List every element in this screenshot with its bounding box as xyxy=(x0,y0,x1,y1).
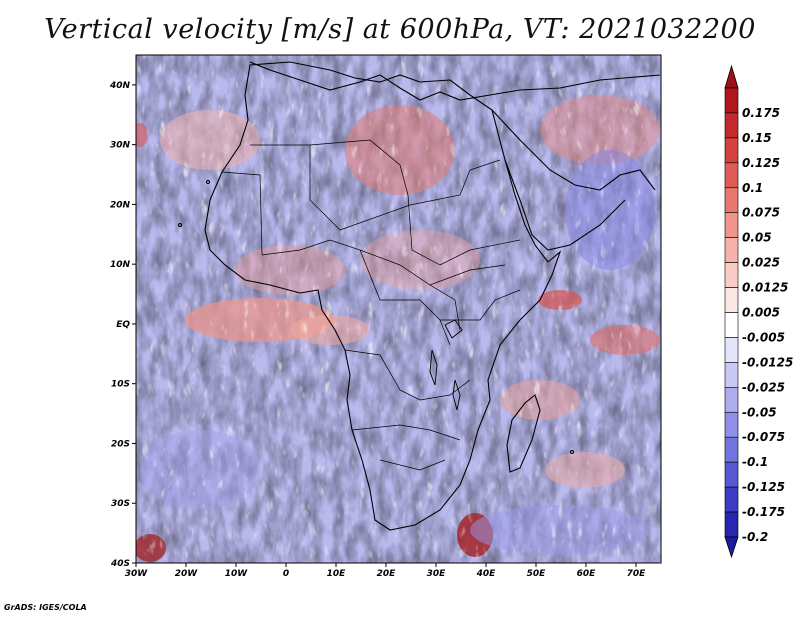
colorbar-swatch xyxy=(724,362,739,388)
lon-tick-label: 40E xyxy=(476,569,497,579)
madagascar-coastline xyxy=(506,394,541,473)
lake-victoria xyxy=(444,319,463,339)
plot-frame xyxy=(135,54,662,564)
colorbar-swatch xyxy=(724,387,739,413)
lat-tick-label: 30S xyxy=(111,499,130,509)
lat-tick-label: 40S xyxy=(110,559,130,569)
colorbar-swatch xyxy=(724,87,739,114)
colorbar-swatch xyxy=(724,162,739,189)
lon-tick-label: 70E xyxy=(627,569,647,579)
colorbar-label: -0.1 xyxy=(742,455,768,469)
lon-tick-label: 10W xyxy=(225,569,249,579)
colorbar-swatch xyxy=(724,312,739,338)
colorbar-swatch xyxy=(724,137,739,164)
lon-tick-label: 20W xyxy=(175,569,199,579)
colorbar: 0.175 0.15 0.125 0.1 0.075 0.05 0.025 0.0125 0.0… xyxy=(724,64,793,559)
colorbar-swatch xyxy=(724,411,739,438)
europe-coastline xyxy=(249,61,661,101)
lat-tick-label: 40N xyxy=(109,81,131,91)
lake-malawi xyxy=(452,379,461,411)
lat-tick-label: 20S xyxy=(111,439,130,449)
colorbar-label: -0.2 xyxy=(742,530,768,544)
colorbar-label: -0.075 xyxy=(742,430,785,444)
colorbar-label: 0.0125 xyxy=(742,281,788,295)
colorbar-label: 0.005 xyxy=(742,306,780,320)
latitude-axis: 40N 30N 20N 10N EQ 10S 20S 30S 40S xyxy=(109,81,136,569)
colorbar-label: 0.125 xyxy=(742,156,780,170)
mauritius xyxy=(569,449,575,455)
velocity-field xyxy=(136,55,661,563)
chart-title: Vertical velocity [m/s] at 600hPa, VT: 2… xyxy=(44,14,756,45)
lon-tick-label: 0 xyxy=(283,569,289,579)
colorbar-label: -0.05 xyxy=(742,405,777,419)
cape-verde xyxy=(177,222,183,228)
lat-tick-label: 10N xyxy=(110,260,131,270)
lat-tick-label: EQ xyxy=(116,320,130,330)
lon-tick-label: 20E xyxy=(377,569,397,579)
colorbar-label: -0.025 xyxy=(742,380,785,394)
colorbar-label: 0.15 xyxy=(742,131,772,145)
colorbar-swatch xyxy=(724,486,739,513)
longitude-axis: 30W 20W 10W 0 10E 20E 30E 40E 50E 60E 70E xyxy=(125,563,646,579)
colorbar-label: -0.0125 xyxy=(742,355,793,369)
lon-tick-label: 30E xyxy=(427,569,447,579)
colorbar-swatch xyxy=(724,436,739,463)
lon-tick-label: 30W xyxy=(125,569,149,579)
colorbar-swatch xyxy=(724,287,739,313)
colorbar-label: 0.025 xyxy=(742,256,780,270)
lat-tick-label: 10S xyxy=(111,380,130,390)
lake-tanganyika xyxy=(429,349,438,386)
canary-islands xyxy=(205,179,211,185)
colorbar-top-arrow xyxy=(724,64,739,89)
colorbar-label: 0.1 xyxy=(742,181,763,195)
country-borders xyxy=(221,139,521,471)
lat-tick-label: 30N xyxy=(110,141,131,151)
colorbar-label: -0.175 xyxy=(742,505,785,519)
lon-tick-label: 60E xyxy=(577,569,597,579)
colorbar-swatch xyxy=(724,237,739,263)
colorbar-swatch xyxy=(724,187,739,214)
colorbar-swatch xyxy=(724,461,739,488)
lon-tick-label: 50E xyxy=(527,569,547,579)
grads-credit: GrADS: IGES/COLA xyxy=(4,603,87,612)
colorbar-swatch xyxy=(724,112,739,139)
lat-tick-label: 20N xyxy=(110,200,131,210)
colorbar-swatch xyxy=(724,511,739,538)
arabia-coastline xyxy=(491,109,656,251)
colorbar-label: 0.075 xyxy=(742,206,780,220)
coastlines xyxy=(177,61,661,531)
colorbar-label: -0.005 xyxy=(742,330,785,344)
colorbar-label: 0.05 xyxy=(742,231,772,245)
colorbar-label: 0.175 xyxy=(742,106,780,120)
colorbar-bottom-arrow xyxy=(724,536,739,559)
colorbar-swatch xyxy=(724,212,739,238)
lon-tick-label: 10E xyxy=(327,569,347,579)
colorbar-swatch xyxy=(724,337,739,363)
colorbar-swatch xyxy=(724,262,739,288)
colorbar-label: -0.125 xyxy=(742,480,785,494)
